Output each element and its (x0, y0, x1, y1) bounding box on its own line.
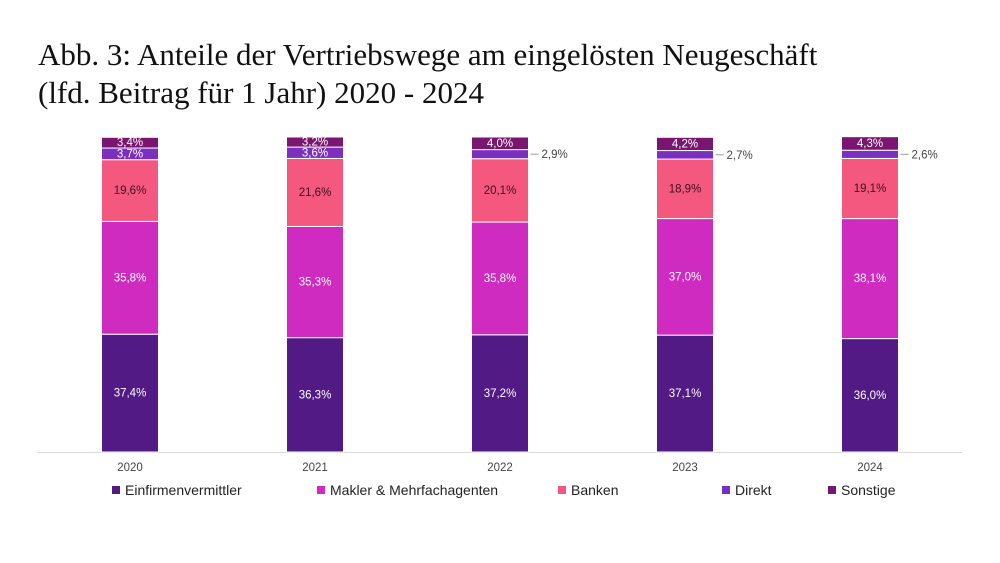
legend-item: Sonstige (828, 482, 895, 498)
data-label: 35,8% (114, 272, 147, 284)
data-label: 36,3% (299, 389, 332, 401)
legend-swatch-icon (558, 486, 566, 494)
data-label: 35,8% (484, 273, 517, 285)
data-label: 19,6% (114, 185, 147, 197)
bar-segment (471, 334, 529, 453)
bar-segment (656, 136, 714, 152)
legend: Einfirmenvermittler Makler & Mehrfachagen… (0, 482, 1000, 502)
data-label: 37,0% (669, 271, 702, 283)
bar-segment (471, 221, 529, 336)
bar-segment (841, 338, 899, 453)
data-label: 37,2% (484, 388, 517, 400)
bar-segment (471, 149, 529, 160)
legend-swatch-icon (828, 486, 836, 494)
x-tick-labels: 2020 2021 2022 2023 2024 (117, 462, 883, 474)
bar-segment (286, 136, 344, 148)
data-label: 18,9% (669, 183, 702, 195)
bar-segment (656, 150, 714, 160)
x-tick-label: 2021 (302, 462, 328, 474)
bar-segment (101, 220, 159, 335)
bar-segment (656, 334, 714, 453)
data-label: 2,9% (542, 149, 568, 161)
data-label: 2,7% (727, 150, 753, 162)
data-label: 4,0% (487, 138, 513, 150)
data-label: 4,3% (857, 138, 883, 150)
bar-stack-2024: 36,0% 38,1% 19,1% 2,6% 4,3% (841, 136, 938, 453)
x-tick-label: 2020 (117, 462, 143, 474)
data-label: 38,1% (854, 273, 887, 285)
data-label: 37,4% (114, 388, 147, 400)
legend-item: Einfirmenvermittler (112, 482, 242, 498)
data-label: 21,6% (299, 187, 332, 199)
data-label: 37,1% (669, 388, 702, 400)
bar-segment (656, 158, 714, 220)
data-label: 3,4% (117, 137, 143, 149)
legend-label: Einfirmenvermittler (125, 482, 242, 498)
bar-segment (101, 333, 159, 453)
data-label: 20,1% (484, 185, 517, 197)
bar-stack-2023: 37,1% 37,0% 18,9% 2,7% 4,2% (656, 136, 753, 453)
bar-segment (841, 218, 899, 340)
bar-segment (841, 149, 899, 159)
bar-segment (841, 157, 899, 220)
legend-label: Makler & Mehrfachagenten (330, 482, 499, 498)
data-label: 36,0% (854, 390, 887, 402)
legend-label: Direkt (735, 482, 772, 498)
bar-segment (471, 136, 529, 151)
chart-title-line-1: Abb. 3: Anteile der Vertriebswege am ein… (38, 37, 818, 72)
data-label: 4,2% (672, 138, 698, 150)
legend-swatch-icon (317, 486, 325, 494)
chart-title: Abb. 3: Anteile der Vertriebswege am ein… (38, 36, 817, 112)
legend-item: Banken (558, 482, 618, 498)
data-label: 3,7% (117, 148, 143, 160)
x-tick-label: 2024 (857, 462, 883, 474)
bar-segment (286, 157, 344, 227)
bar-stack-2022: 37,2% 35,8% 20,1% 2,9% 4,0% (471, 136, 568, 453)
legend-item: Makler & Mehrfachagenten (317, 482, 498, 498)
bar-segment (656, 218, 714, 336)
legend-label: Sonstige (841, 482, 896, 498)
legend-item: Direkt (722, 482, 772, 498)
legend-label: Banken (571, 482, 619, 498)
bar-segment (471, 158, 529, 223)
data-label: 19,1% (854, 183, 887, 195)
bar-segment (101, 159, 159, 222)
legend-swatch-icon (112, 486, 120, 494)
bar-segment (286, 337, 344, 453)
legend-swatch-icon (722, 486, 730, 494)
data-label: 2,6% (912, 149, 938, 161)
data-label: 3,6% (302, 147, 328, 159)
bar-stack-2020: 37,4% 35,8% 19,6% 3,7%3,4% (101, 136, 159, 453)
bar-segment (841, 136, 899, 151)
x-tick-label: 2023 (672, 462, 698, 474)
bars-group: 37,4% 35,8% 19,6% 3,7%3,4% 36,3% 35,3% 21,6% 3,… (101, 136, 938, 453)
data-label: 35,3% (299, 277, 332, 289)
bar-segment (286, 225, 344, 339)
bar-segment (101, 136, 159, 149)
chart-title-line-2: (lfd. Beitrag für 1 Jahr) 2020 - 2024 (38, 75, 484, 110)
data-label: 3,2% (302, 137, 328, 149)
bar-stack-2021: 36,3% 35,3% 21,6% 3,6%3,2% (286, 136, 344, 453)
x-tick-label: 2022 (487, 462, 513, 474)
